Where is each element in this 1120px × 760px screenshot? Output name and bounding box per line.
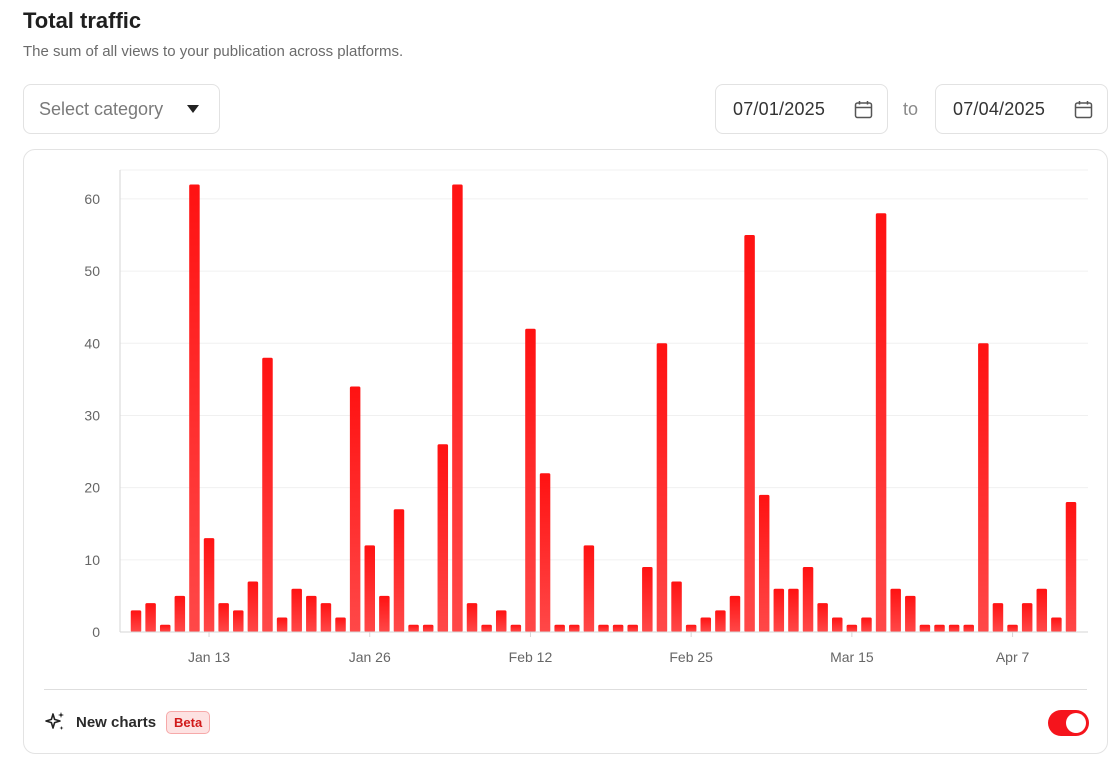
y-tick-label: 60 <box>84 191 100 207</box>
bar[interactable] <box>145 603 156 633</box>
bar[interactable] <box>1065 502 1077 632</box>
bar[interactable] <box>189 184 200 632</box>
new-charts-label: New charts <box>76 713 157 731</box>
category-select[interactable]: Select category <box>23 84 220 134</box>
x-tick-label: Feb 25 <box>669 649 713 665</box>
bar[interactable] <box>802 567 814 632</box>
page-subtitle: The sum of all views to your publication… <box>23 43 404 60</box>
bar[interactable] <box>671 581 682 632</box>
toggle-knob <box>1066 713 1086 733</box>
date-range-separator: to <box>903 99 919 119</box>
bar[interactable] <box>700 617 712 632</box>
bar[interactable] <box>919 624 931 632</box>
end-date-value: 07/04/2025 <box>953 98 1046 119</box>
bar[interactable] <box>978 343 989 632</box>
x-tick-label: Mar 15 <box>830 649 874 665</box>
end-date-field[interactable]: 07/04/2025 <box>935 84 1108 134</box>
bar[interactable] <box>495 610 507 632</box>
bar[interactable] <box>963 624 974 632</box>
bar[interactable] <box>320 603 332 633</box>
bar[interactable] <box>422 624 434 632</box>
bar[interactable] <box>349 386 361 632</box>
bar[interactable] <box>452 184 463 632</box>
bar[interactable] <box>715 610 726 632</box>
bar[interactable] <box>437 444 449 632</box>
bar[interactable] <box>247 581 259 632</box>
calendar-icon[interactable] <box>854 100 873 119</box>
bar[interactable] <box>583 545 595 633</box>
bar[interactable] <box>218 603 229 633</box>
bar[interactable] <box>817 603 828 633</box>
y-tick-label: 20 <box>84 480 100 496</box>
bar[interactable] <box>861 617 872 632</box>
start-date-field[interactable]: 07/01/2025 <box>715 84 888 134</box>
x-tick-label: Apr 7 <box>996 649 1030 665</box>
bar[interactable] <box>905 595 916 632</box>
start-date-value: 07/01/2025 <box>733 98 826 119</box>
bar[interactable] <box>758 494 770 632</box>
bar[interactable] <box>948 624 960 632</box>
bar[interactable] <box>539 473 551 632</box>
bar[interactable] <box>642 567 653 632</box>
bar[interactable] <box>846 624 858 632</box>
bar[interactable] <box>992 603 1004 633</box>
bar[interactable] <box>466 603 478 633</box>
bar[interactable] <box>744 234 755 632</box>
bar[interactable] <box>569 624 580 632</box>
bar[interactable] <box>276 617 288 632</box>
bar[interactable] <box>1021 603 1033 633</box>
y-tick-label: 30 <box>84 407 100 423</box>
y-tick-label: 10 <box>84 552 100 568</box>
y-tick-label: 0 <box>92 624 100 640</box>
bar[interactable] <box>379 595 390 632</box>
bar[interactable] <box>890 588 901 632</box>
bar[interactable] <box>130 610 142 632</box>
bar[interactable] <box>612 624 624 632</box>
bar[interactable] <box>773 588 785 632</box>
x-tick-label: Jan 26 <box>349 649 391 665</box>
bar[interactable] <box>364 545 376 633</box>
bar[interactable] <box>159 624 171 632</box>
caret-down-icon <box>187 105 199 113</box>
bar[interactable] <box>525 328 536 632</box>
page-title: Total traffic <box>23 8 142 33</box>
bar[interactable] <box>627 624 638 632</box>
x-tick-label: Feb 12 <box>509 649 553 665</box>
bar[interactable] <box>335 617 346 632</box>
x-tick-label: Jan 13 <box>188 649 230 665</box>
footer-divider <box>44 689 1087 690</box>
chart-card: 0 10 20 30 40 50 60 Jan 13 Jan 26 Feb 12 Feb 25 Mar… <box>23 149 1108 754</box>
traffic-bar-chart: 0 10 20 30 40 50 60 Jan 13 Jan 26 Feb 12 Feb 25 Mar… <box>84 169 1088 665</box>
bar[interactable] <box>510 624 522 632</box>
bar[interactable] <box>233 610 244 632</box>
bar[interactable] <box>832 617 843 632</box>
bar[interactable] <box>291 588 302 632</box>
bar[interactable] <box>875 213 887 632</box>
bar[interactable] <box>393 509 405 632</box>
bar[interactable] <box>729 595 741 632</box>
bar[interactable] <box>598 624 609 632</box>
bar[interactable] <box>306 595 317 632</box>
bar[interactable] <box>1051 617 1062 632</box>
sparkles-icon <box>45 712 64 730</box>
new-charts-row: New charts Beta <box>43 710 211 734</box>
bar[interactable] <box>788 588 799 632</box>
bar[interactable] <box>934 624 945 632</box>
bar[interactable] <box>1036 588 1048 632</box>
category-select-label: Select category <box>39 98 164 119</box>
bar[interactable] <box>174 595 186 632</box>
bar[interactable] <box>554 624 565 632</box>
bar[interactable] <box>656 343 668 632</box>
new-charts-toggle[interactable] <box>1048 710 1089 736</box>
bar[interactable] <box>685 624 697 632</box>
y-tick-label: 50 <box>84 263 100 279</box>
bar[interactable] <box>1007 624 1018 632</box>
bar[interactable] <box>481 624 492 632</box>
bar[interactable] <box>262 357 273 632</box>
bar[interactable] <box>408 624 419 632</box>
bar[interactable] <box>203 538 215 632</box>
y-tick-label: 40 <box>84 335 100 351</box>
beta-badge: Beta <box>166 710 211 734</box>
calendar-icon[interactable] <box>1074 100 1093 119</box>
